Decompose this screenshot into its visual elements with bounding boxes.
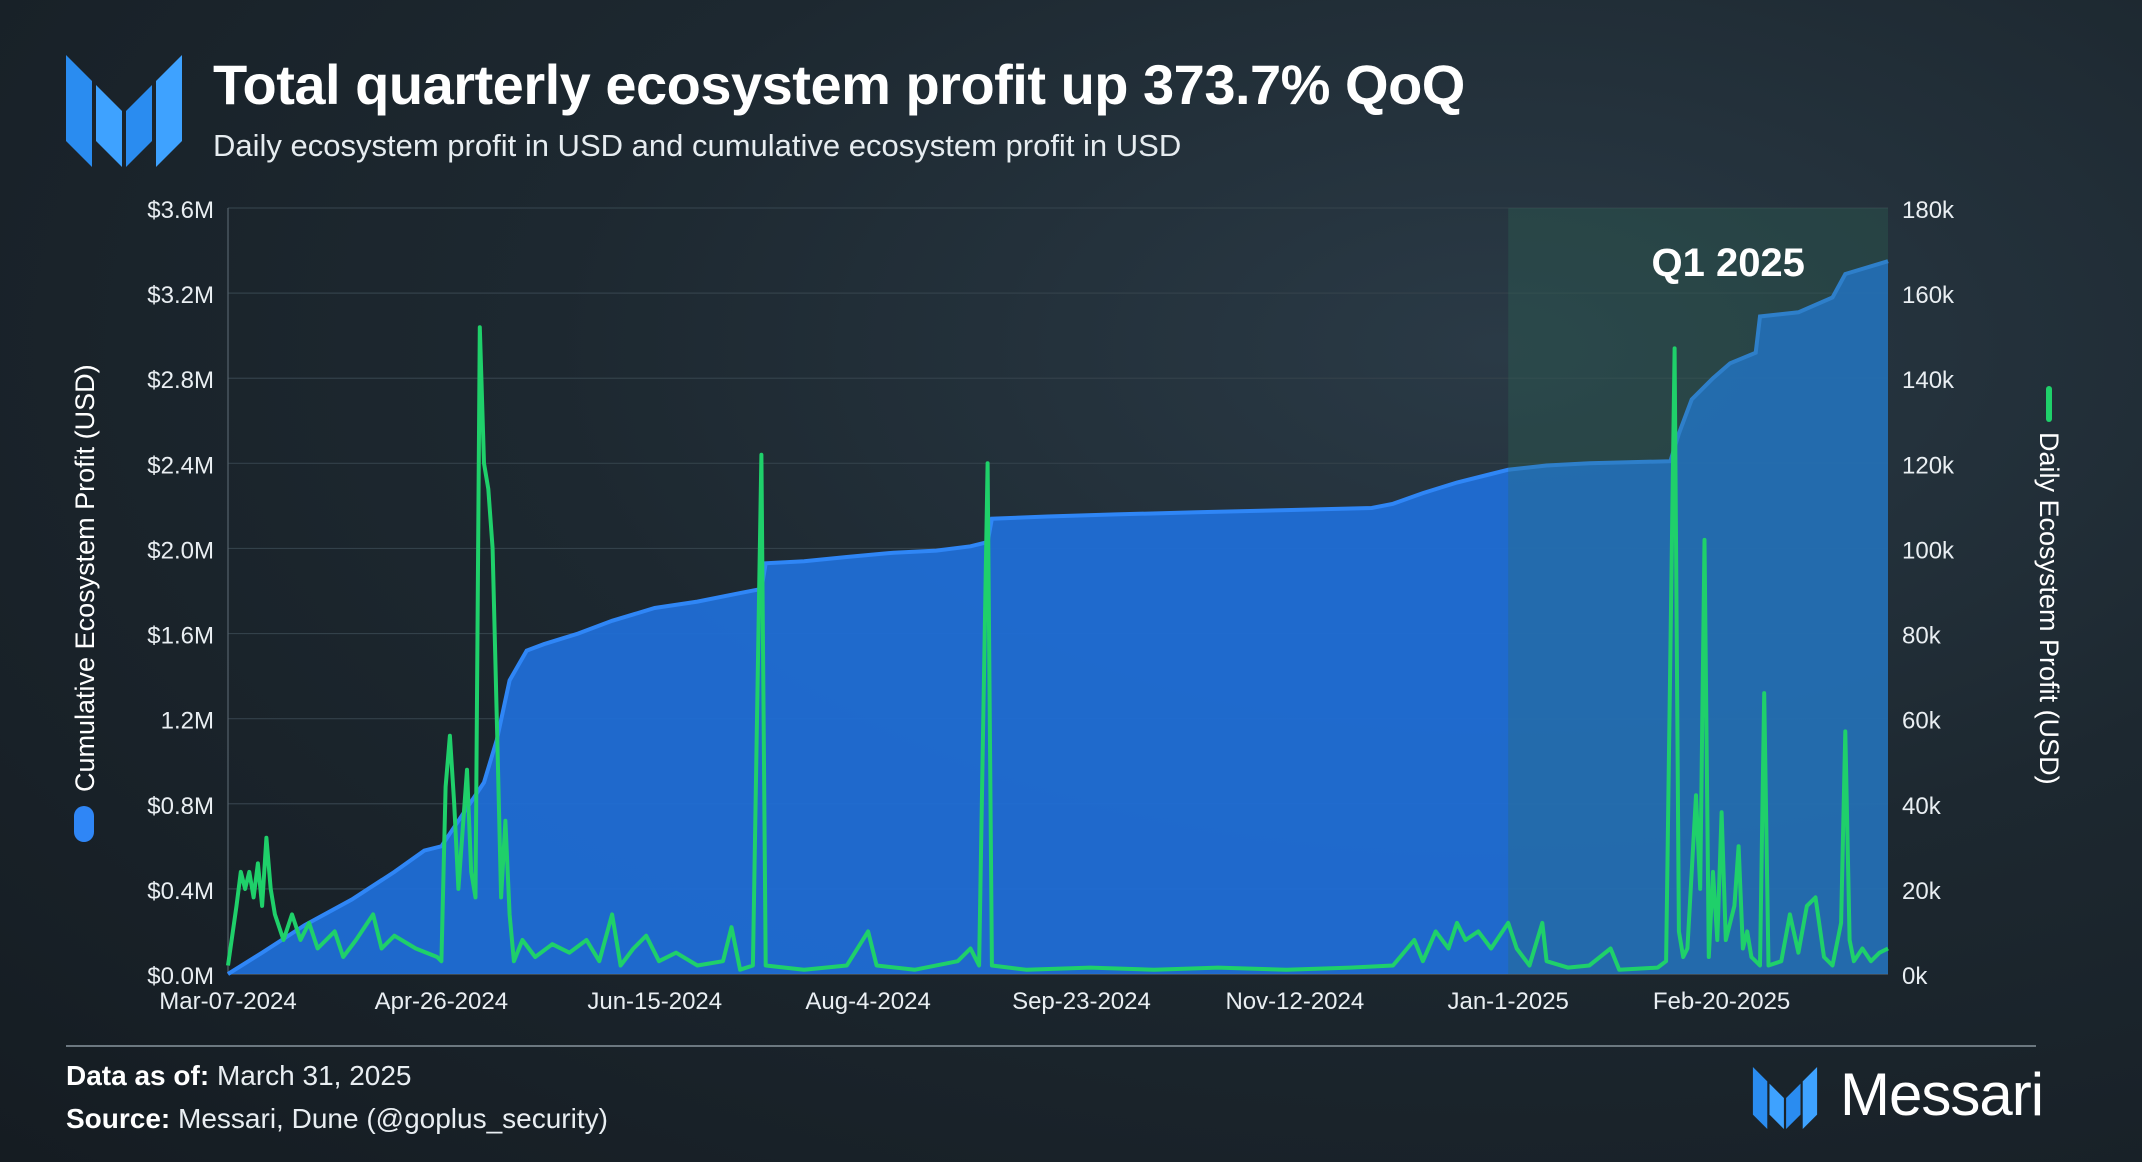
y-right-tick-label: 0k [1902,963,1928,990]
y-left-tick-label: $0.0M [147,963,214,990]
messari-logo-icon [66,55,182,167]
cumulative-line [226,259,1889,976]
q1-annotation: Q1 2025 [1651,241,1804,285]
y-right-tick-label: 20k [1902,878,1942,905]
x-tick-label: Aug-4-2024 [805,988,930,1015]
messari-brand-icon [1752,1067,1818,1129]
x-tick-label: Feb-20-2025 [1653,988,1790,1015]
x-tick-label: Jan-1-2025 [1447,988,1568,1015]
chart-subtitle: Daily ecosystem profit in USD and cumula… [213,128,1182,163]
y-right-tick-label: 80k [1902,623,1942,650]
y-left-tick-label: $2.8M [147,367,214,394]
chart-title: Total quarterly ecosystem profit up 373.… [213,53,1465,116]
legend-swatch-cumulative [74,806,94,842]
data-as-of-label: Data as of: [66,1060,210,1091]
y-right-tick-label: 40k [1902,793,1942,820]
y-right-tick-label: 180k [1902,197,1955,224]
footer-divider [66,1045,2036,1047]
data-as-of-value: March 31, 2025 [216,1060,412,1091]
y-left-tick-label: $0.4M [147,878,214,905]
y-left-tick-label: $3.6M [147,197,214,224]
y-left-tick-label: 1.2M [161,708,214,735]
x-tick-label: Sep-23-2024 [1012,988,1151,1015]
y-right-tick-label: 160k [1902,282,1955,309]
axes: $0.0M $0.4M $0.8M 1.2M $1.6M $2.0M $2.4M $2.8M $… [70,197,2064,1015]
y-left-tick-label: $0.8M [147,793,214,820]
source-value: Messari, Dune (@goplus_security) [178,1103,608,1134]
x-tick-label: Jun-15-2024 [587,988,722,1015]
brand: Messari [1752,1061,2044,1130]
x-tick-label: Apr-26-2024 [375,988,508,1015]
y-right-tick-label: 60k [1902,708,1942,735]
y-left-tick-label: $2.0M [147,537,214,564]
source: Source: Messari, Dune (@goplus_security) [66,1103,608,1135]
daily-series [226,325,1889,972]
x-tick-label: Mar-07-2024 [159,988,296,1015]
x-tick-label: Nov-12-2024 [1225,988,1364,1015]
data-as-of: Data as of: March 31, 2025 [66,1060,412,1092]
y-right-tick-label: 120k [1902,452,1955,479]
y-left-tick-label: $2.4M [147,452,214,479]
chart: Q1 2025 $0.0M $0.4M $0.8M 1.2M $1.6M $2.0M $2.… [70,197,2064,1015]
y-right-axis-title: Daily Ecosystem Profit (USD) [2034,432,2064,785]
cumulative-series [226,259,1889,976]
legend-swatch-daily [2046,386,2052,422]
daily-line [226,325,1889,972]
cumulative-area [228,261,1888,974]
source-label: Source: [66,1103,171,1134]
y-left-tick-label: $3.2M [147,282,214,309]
brand-name: Messari [1840,1061,2044,1128]
y-left-tick-label: $1.6M [147,623,214,650]
y-left-axis-title: Cumulative Ecosystem Profit (USD) [70,364,100,792]
y-right-tick-label: 140k [1902,367,1955,394]
y-right-tick-label: 100k [1902,537,1955,564]
